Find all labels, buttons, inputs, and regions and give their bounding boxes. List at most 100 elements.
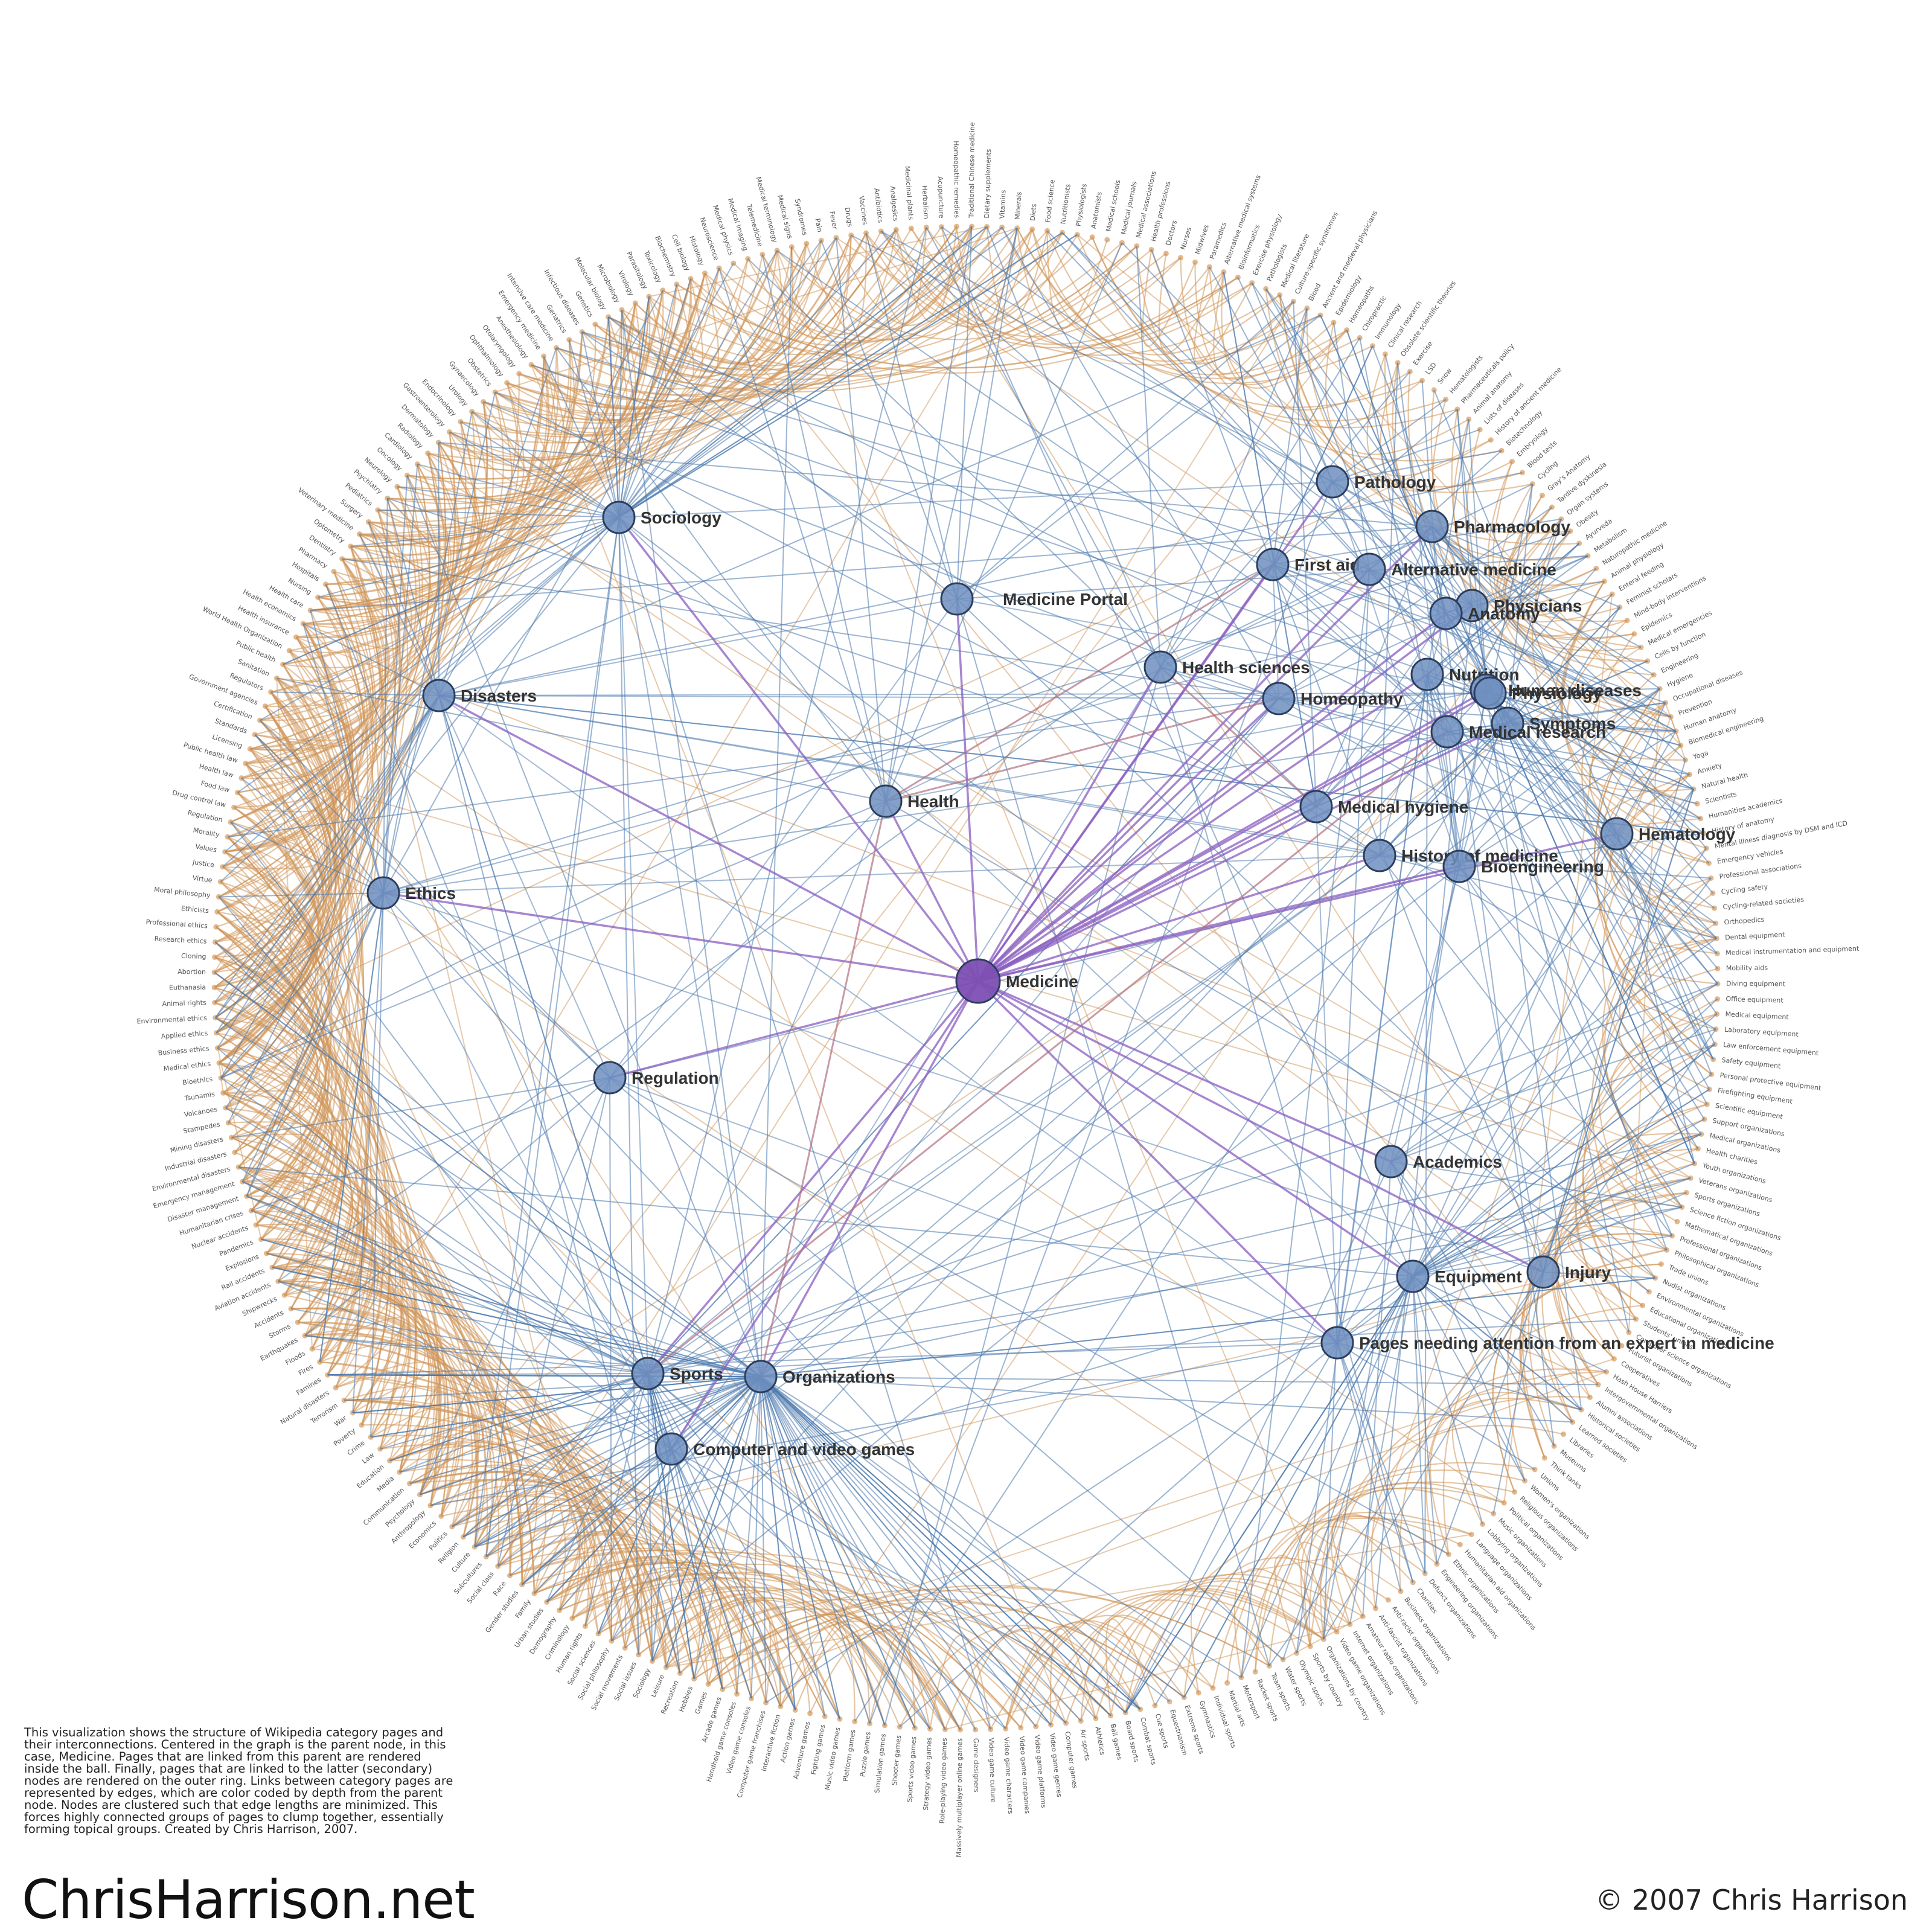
secondary-edge <box>1359 337 1460 867</box>
outer-edge <box>1226 1511 1472 1683</box>
secondary-edge <box>760 1376 1599 1386</box>
node-label: Ethics <box>405 884 456 903</box>
ring-label: Midwives <box>1194 223 1211 255</box>
ring-label: Ball games <box>1109 1723 1124 1761</box>
ring-label: Video game characters <box>1002 1737 1014 1814</box>
ring-label: Antibiotics <box>872 188 884 223</box>
secondary-edge <box>647 806 1317 1374</box>
secondary-edge <box>546 1373 648 1602</box>
secondary-edge <box>647 1373 681 1674</box>
ring-label: Combat sports <box>1139 1716 1157 1766</box>
outer-edge <box>1527 1133 1702 1447</box>
secondary-edge <box>1279 295 1448 732</box>
ring-label: Law <box>360 1451 376 1465</box>
outer-edge <box>522 1552 1126 1713</box>
node-circle <box>1316 465 1349 499</box>
outer-edge <box>215 1017 344 1296</box>
secondary-edge <box>1282 1276 1413 1660</box>
outer-edge <box>945 1623 1351 1730</box>
secondary-edge <box>1447 731 1699 1150</box>
secondary-edge <box>555 347 886 802</box>
secondary-edge <box>1316 526 1433 807</box>
ring-label: Dietary supplements <box>983 149 993 218</box>
secondary-edge <box>438 598 958 696</box>
node-circle <box>366 876 400 910</box>
secondary-edge <box>238 1166 1413 1277</box>
secondary-edge <box>1323 1271 1544 1640</box>
secondary-edge <box>1337 1342 1414 1583</box>
ring-label: Blood <box>1307 282 1323 302</box>
outer-edge <box>310 331 583 612</box>
outer-edge <box>344 1399 826 1717</box>
root-edge <box>977 722 1508 982</box>
ring-label: Licensing <box>211 733 243 750</box>
outer-edge <box>238 1166 359 1323</box>
ring-label: Air sports <box>1078 1729 1091 1761</box>
outer-edge <box>595 246 793 377</box>
secondary-edge <box>383 392 496 894</box>
secondary-edge <box>1316 531 1571 807</box>
secondary-edge <box>1543 1271 1655 1279</box>
outer-edge <box>462 1485 557 1585</box>
ring-label: Business ethics <box>158 1044 210 1057</box>
root-edge <box>977 697 1280 982</box>
secondary-edge <box>608 316 958 600</box>
secondary-edge <box>497 1077 610 1567</box>
secondary-edge <box>647 227 927 1374</box>
secondary-edge <box>618 517 1413 1277</box>
ring-label: Nurses <box>1179 226 1193 251</box>
outer-edge <box>474 1249 1667 1548</box>
ring-label: Environmental ethics <box>136 1014 207 1025</box>
outer-edge <box>1582 998 1718 1320</box>
secondary-edge <box>310 610 384 894</box>
ring-label: Learned societies <box>1577 1424 1629 1464</box>
secondary-edge <box>1433 389 1617 834</box>
secondary-edge <box>581 331 1370 570</box>
node-circle <box>744 1360 778 1393</box>
ring-label: Board sports <box>1124 1720 1140 1763</box>
secondary-edge <box>1237 277 1333 482</box>
secondary-edge <box>383 892 1141 1710</box>
outer-edge <box>1212 1481 1515 1689</box>
node-anatomy: Anatomy <box>1429 597 1540 630</box>
ring-label: Laboratory equipment <box>1724 1026 1799 1038</box>
secondary-edge <box>1445 613 1677 732</box>
ring-label: Storms <box>267 1322 292 1340</box>
secondary-edge <box>1332 398 1447 482</box>
ring-label: Gray's Anatomy <box>1546 452 1592 493</box>
outer-edge <box>222 866 316 1094</box>
ring-label: Applied ethics <box>161 1029 208 1041</box>
node-pathology: Pathology <box>1316 465 1436 499</box>
ring-label: Video game companies <box>1018 1736 1031 1814</box>
secondary-edge <box>383 498 388 894</box>
root-edge <box>977 673 1428 982</box>
secondary-edge <box>609 1077 1338 1343</box>
node-circle <box>1144 650 1177 684</box>
node-label: Sociology <box>641 508 721 527</box>
secondary-edge <box>1459 689 1487 867</box>
secondary-edge <box>760 1376 886 1726</box>
secondary-edge <box>474 517 619 1547</box>
ring-label: Medical signs <box>776 194 794 240</box>
outer-edge <box>1665 702 1681 746</box>
ring-label: Firefighting equipment <box>1717 1086 1793 1105</box>
secondary-edge <box>1296 1276 1413 1654</box>
node-circle <box>955 958 1001 1004</box>
outer-edge <box>214 881 312 988</box>
ring-label: Animal rights <box>162 999 206 1008</box>
outer-edge <box>1398 1305 1643 1591</box>
ring-label: Anxiety <box>1697 761 1723 776</box>
node-label: Hematology <box>1639 825 1736 843</box>
secondary-edge <box>760 1376 1082 1722</box>
secondary-edge <box>1543 760 1686 1273</box>
ring-label: Values <box>194 843 217 854</box>
ring-label: Lists of diseases <box>1483 380 1526 426</box>
secondary-edge <box>1412 1206 1683 1277</box>
secondary-edge <box>584 1373 648 1627</box>
secondary-edge <box>750 1376 761 1699</box>
outer-edge <box>1574 983 1718 1346</box>
outer-edge <box>304 1332 464 1517</box>
site-name[interactable]: ChrisHarrison.net <box>22 1869 475 1931</box>
node-sociology: Sociology <box>602 501 721 534</box>
secondary-edge <box>1543 788 1694 1273</box>
